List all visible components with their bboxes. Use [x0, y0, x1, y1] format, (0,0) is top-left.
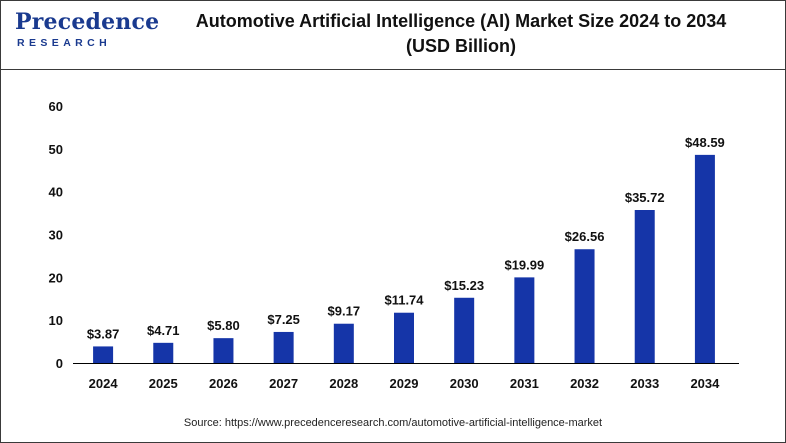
- y-tick-label: 60: [49, 99, 63, 114]
- x-tick-label-2033: 2033: [630, 376, 659, 391]
- data-label-2026: $5.80: [207, 318, 240, 333]
- x-tick-label-2025: 2025: [149, 376, 178, 391]
- y-tick-label: 20: [49, 270, 63, 285]
- data-label-2027: $7.25: [267, 312, 300, 327]
- y-tick-label: 0: [56, 356, 63, 371]
- logo-wordmark: Precedence: [15, 9, 160, 35]
- x-tick-label-2031: 2031: [510, 376, 539, 391]
- chart-title: Automotive Artificial Intelligence (AI) …: [151, 9, 771, 59]
- bar-2028: [333, 323, 354, 363]
- bar-2026: [213, 338, 234, 363]
- bar-2024: [93, 346, 114, 363]
- bar-2033: [634, 209, 655, 363]
- bar-2030: [454, 297, 475, 363]
- x-tick-label-2026: 2026: [209, 376, 238, 391]
- chart-title-line-1: Automotive Artificial Intelligence (AI) …: [195, 11, 727, 31]
- x-tick-label-2032: 2032: [570, 376, 599, 391]
- data-label-2028: $9.17: [328, 304, 361, 319]
- bar-2034: [694, 154, 715, 363]
- bar-2025: [153, 342, 174, 363]
- source-note: Source: https://www.precedenceresearch.c…: [183, 417, 603, 429]
- x-tick-label-2030: 2030: [450, 376, 479, 391]
- bar-2031: [514, 277, 535, 363]
- data-label-2032: $26.56: [565, 229, 605, 244]
- data-label-2033: $35.72: [625, 190, 665, 205]
- chart-header: Precedence RESEARCH Automotive Artificia…: [1, 1, 785, 70]
- y-tick-label: 10: [49, 313, 63, 328]
- x-tick-label-2024: 2024: [89, 376, 119, 391]
- data-label-2029: $11.74: [384, 293, 424, 308]
- bar-2032: [574, 249, 595, 363]
- y-tick-label: 30: [49, 228, 63, 243]
- precedence-research-logo: Precedence RESEARCH: [15, 9, 159, 55]
- bar-chart: 0102030405060$3.872024$4.712025$5.802026…: [49, 99, 739, 391]
- data-label-2031: $19.99: [504, 257, 544, 272]
- x-tick-label-2028: 2028: [329, 376, 358, 391]
- chart-title-line-2: (USD Billion): [406, 36, 516, 56]
- x-tick-label-2034: 2034: [690, 376, 720, 391]
- data-label-2024: $3.87: [87, 326, 120, 341]
- logo-subtitle: RESEARCH: [17, 37, 112, 49]
- y-tick-label: 40: [49, 185, 63, 200]
- data-label-2025: $4.71: [147, 323, 180, 338]
- bar-2027: [273, 331, 294, 363]
- x-tick-label-2027: 2027: [269, 376, 298, 391]
- bar-2029: [394, 312, 414, 363]
- data-label-2030: $15.23: [444, 278, 484, 293]
- x-tick-label-2029: 2029: [390, 376, 419, 391]
- data-label-2034: $48.59: [685, 135, 725, 150]
- y-tick-label: 50: [49, 142, 63, 157]
